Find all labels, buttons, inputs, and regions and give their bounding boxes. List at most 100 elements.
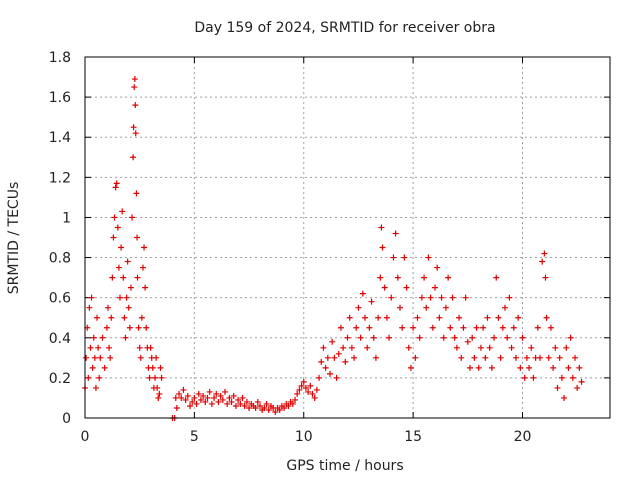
data-point [110,234,117,241]
data-point [558,374,565,381]
data-point [133,190,140,197]
data-point [504,334,511,341]
data-point [412,354,419,361]
y-tick-label: 1 [62,210,71,226]
data-point [243,398,250,405]
data-point [576,364,583,371]
data-point [502,304,508,311]
data-point [348,344,355,351]
data-point [155,394,162,401]
data-point [392,230,399,237]
y-tick-label: 1.4 [49,130,71,146]
data-point [187,402,193,409]
data-point [370,334,377,341]
data-point [213,390,220,397]
data-point [427,294,434,301]
data-point [230,392,237,399]
data-point [139,264,146,271]
data-point [294,390,301,397]
data-point [134,234,141,241]
data-point [184,392,191,399]
data-point [458,354,465,361]
data-point [434,264,441,271]
data-point [94,314,101,321]
data-point [414,314,421,321]
data-point [388,294,395,301]
data-point [156,390,163,397]
data-point [138,314,145,321]
data-point [442,304,449,311]
data-point [456,314,463,321]
data-point [344,334,351,341]
data-point [217,392,224,399]
data-point [157,364,164,371]
data-point [362,314,368,321]
data-point [237,400,244,407]
data-point [541,250,548,257]
data-point [239,394,246,401]
data-point [154,384,161,391]
data-point [298,382,305,389]
data-point [471,354,478,361]
data-point [528,344,535,351]
data-point [311,394,318,401]
data-point [292,396,298,403]
data-point [147,344,154,351]
data-point [135,324,142,331]
data-point [460,324,467,331]
data-point [469,334,476,341]
data-point [357,334,364,341]
data-point [182,396,189,403]
data-point [142,284,149,291]
data-point [320,344,327,351]
data-point [416,334,423,341]
data-point [261,404,268,411]
data-point [530,374,537,381]
data-point [208,400,215,407]
data-point [331,354,338,361]
data-point [517,364,524,371]
data-point [141,244,148,251]
data-point [108,314,115,321]
data-point [342,358,349,365]
data-point [191,394,198,401]
data-point [95,344,102,351]
data-point [436,314,443,321]
data-points [82,76,585,421]
data-point [107,354,114,361]
data-point [353,324,360,331]
data-point [440,334,447,341]
data-point [232,402,239,409]
data-point [407,364,414,371]
data-point [508,344,515,351]
data-point [569,374,576,381]
data-point [372,354,379,361]
data-point [124,258,131,265]
data-point [491,334,498,341]
data-point [123,294,130,301]
data-point [204,394,211,401]
data-point [337,324,344,331]
data-point [106,344,113,351]
data-point [543,314,550,321]
data-point [545,354,552,361]
data-point [572,354,578,361]
data-point [534,324,541,331]
data-point [117,294,123,301]
y-tick-label: 0.8 [49,251,71,267]
data-point [473,324,480,331]
data-point [519,334,526,341]
data-point [88,294,95,301]
x-tick-label: 5 [190,429,199,445]
data-point [206,388,213,395]
data-point [429,324,436,331]
data-point [510,324,517,331]
data-point [405,344,412,351]
data-point [550,364,557,371]
y-tick-label: 0.2 [49,371,71,387]
data-point [224,400,231,407]
data-point [418,294,425,301]
data-point [556,354,563,361]
data-point [195,390,202,397]
